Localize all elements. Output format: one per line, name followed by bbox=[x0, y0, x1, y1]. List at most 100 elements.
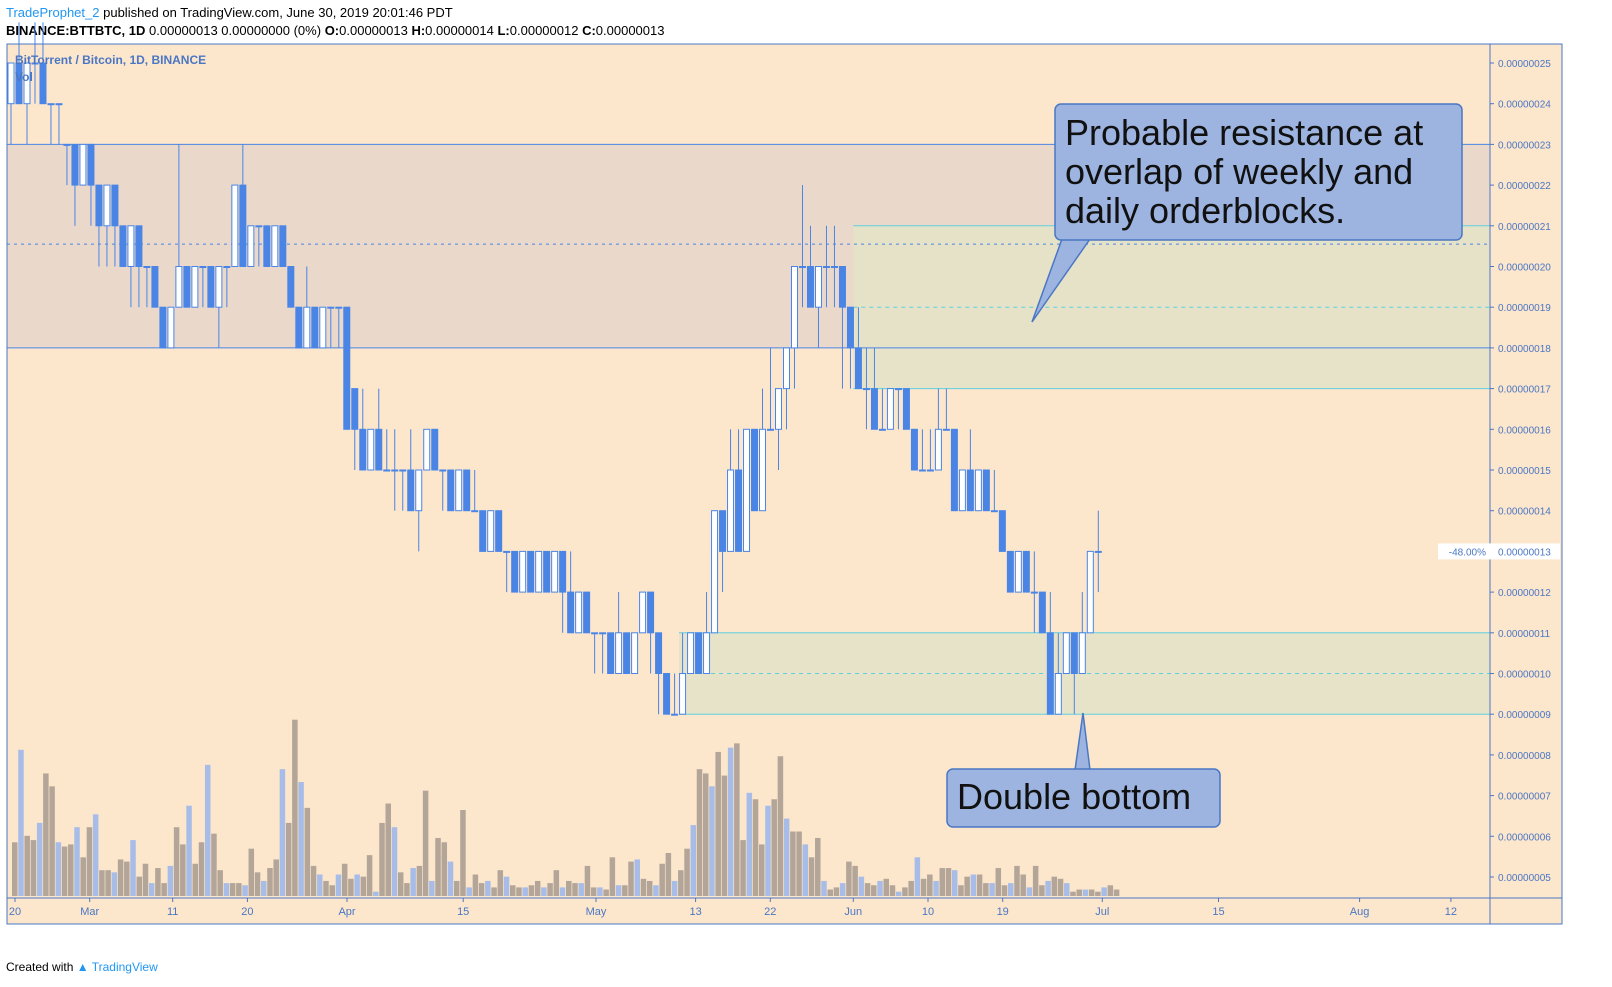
volume-bar bbox=[609, 857, 616, 896]
volume-bar bbox=[796, 831, 802, 896]
volume-bar bbox=[877, 880, 883, 896]
x-tick-label: 11 bbox=[167, 906, 178, 918]
candle-body bbox=[351, 388, 359, 430]
volume-bar bbox=[397, 872, 404, 896]
candle-body bbox=[175, 266, 183, 308]
candle-body bbox=[767, 428, 775, 431]
candle-body bbox=[383, 469, 391, 472]
volume-bar bbox=[136, 876, 142, 896]
volume-bar bbox=[721, 775, 728, 896]
volume-bar bbox=[821, 880, 827, 896]
candle-body bbox=[335, 306, 343, 309]
volume-bar bbox=[534, 880, 541, 896]
volume-bar bbox=[584, 865, 591, 896]
candle-body bbox=[974, 469, 982, 512]
candle-body bbox=[966, 469, 974, 512]
candle-body bbox=[1086, 550, 1094, 634]
candle-body bbox=[1094, 550, 1102, 553]
candle-body bbox=[399, 469, 407, 472]
x-tick-label: 12 bbox=[1445, 906, 1457, 918]
candle-body bbox=[191, 266, 199, 308]
candle-body bbox=[639, 591, 647, 634]
axes-layer: 0.00000025 0.00000024 0.00000023 0.00000022… bbox=[6, 43, 1563, 925]
candle-body bbox=[942, 428, 950, 431]
volume-bar bbox=[466, 887, 472, 896]
candle-body bbox=[1062, 632, 1070, 674]
candle-body bbox=[255, 225, 263, 228]
candle-body bbox=[391, 469, 399, 472]
y-tick-label: 0.00000015 bbox=[1498, 466, 1551, 477]
x-tick-label: 10 bbox=[922, 906, 934, 918]
candle-body bbox=[247, 225, 255, 268]
x-tick-label: Mar bbox=[80, 906, 99, 918]
candle-body bbox=[846, 306, 854, 349]
volume-bar bbox=[472, 874, 479, 896]
open-label: O: bbox=[324, 23, 340, 38]
candle-body bbox=[63, 143, 71, 146]
volume-bar bbox=[734, 743, 740, 896]
candle-body bbox=[1014, 550, 1022, 593]
candle-body bbox=[311, 306, 319, 349]
candle-body bbox=[407, 469, 415, 512]
volume-bar bbox=[429, 880, 435, 896]
volume-bar bbox=[846, 861, 852, 896]
x-tick-label: May bbox=[586, 906, 607, 918]
volume-bar bbox=[622, 885, 628, 896]
volume-bar bbox=[578, 883, 584, 896]
volume-bar bbox=[590, 887, 597, 896]
y-tick-label: 0.00000023 bbox=[1498, 140, 1551, 151]
volume-bar bbox=[1113, 889, 1120, 896]
candle-body bbox=[519, 550, 527, 593]
volume-bar bbox=[895, 891, 902, 896]
candle-body bbox=[711, 510, 719, 634]
volume-bar bbox=[964, 876, 970, 896]
candle-body bbox=[143, 266, 151, 268]
volume-bar bbox=[1001, 885, 1008, 896]
volume-bar bbox=[447, 861, 454, 896]
volume-bar bbox=[298, 782, 304, 896]
candle-body bbox=[511, 550, 519, 593]
y-tick-label: 0.00000019 bbox=[1498, 303, 1551, 314]
volume-bar bbox=[989, 883, 995, 896]
y-tick-label: 0.00000005 bbox=[1498, 873, 1551, 884]
tradingview-brand-link[interactable]: TradingView bbox=[91, 960, 158, 974]
high-label: H: bbox=[411, 23, 426, 38]
y-tick-label: 0.00000022 bbox=[1498, 181, 1551, 192]
volume-bar bbox=[74, 827, 80, 896]
volume-bar bbox=[80, 857, 86, 896]
volume-bar bbox=[416, 865, 423, 896]
volume-bar bbox=[285, 822, 292, 896]
y-tick-label: 0.00000006 bbox=[1498, 832, 1551, 843]
tradingview-logo-icon: ▲ bbox=[76, 960, 89, 974]
candle-body bbox=[854, 347, 862, 390]
candle-body bbox=[671, 713, 679, 716]
volume-bar bbox=[204, 764, 211, 896]
candle-body bbox=[415, 469, 423, 512]
volume-bar bbox=[12, 842, 18, 896]
orderblock-zone bbox=[853, 225, 1490, 389]
volume-bar bbox=[310, 865, 317, 896]
candle-body bbox=[31, 62, 39, 65]
candle-body bbox=[607, 632, 615, 674]
candle-body bbox=[679, 673, 687, 715]
double-bottom-box bbox=[946, 768, 1221, 828]
y-tick-label: 0.00000016 bbox=[1498, 425, 1551, 436]
volume-bar bbox=[1107, 885, 1114, 896]
volume-bar bbox=[497, 870, 504, 896]
candle-body bbox=[15, 62, 23, 105]
candle-body bbox=[463, 469, 471, 512]
volume-bar bbox=[665, 853, 672, 896]
y-tick-label: 0.00000018 bbox=[1498, 344, 1551, 355]
candle-body bbox=[1078, 632, 1086, 674]
volume-bar bbox=[864, 883, 871, 896]
volume-indicator-label: Vol bbox=[15, 70, 33, 84]
volume-bar bbox=[541, 887, 547, 896]
volume-bar bbox=[995, 868, 1002, 896]
author-link[interactable]: TradeProphet_2 bbox=[6, 5, 100, 20]
volume-bar bbox=[229, 883, 236, 896]
volume-bar bbox=[1020, 874, 1026, 896]
volume-bar bbox=[970, 874, 977, 896]
candle-body bbox=[535, 550, 543, 593]
candle-body bbox=[790, 266, 798, 349]
